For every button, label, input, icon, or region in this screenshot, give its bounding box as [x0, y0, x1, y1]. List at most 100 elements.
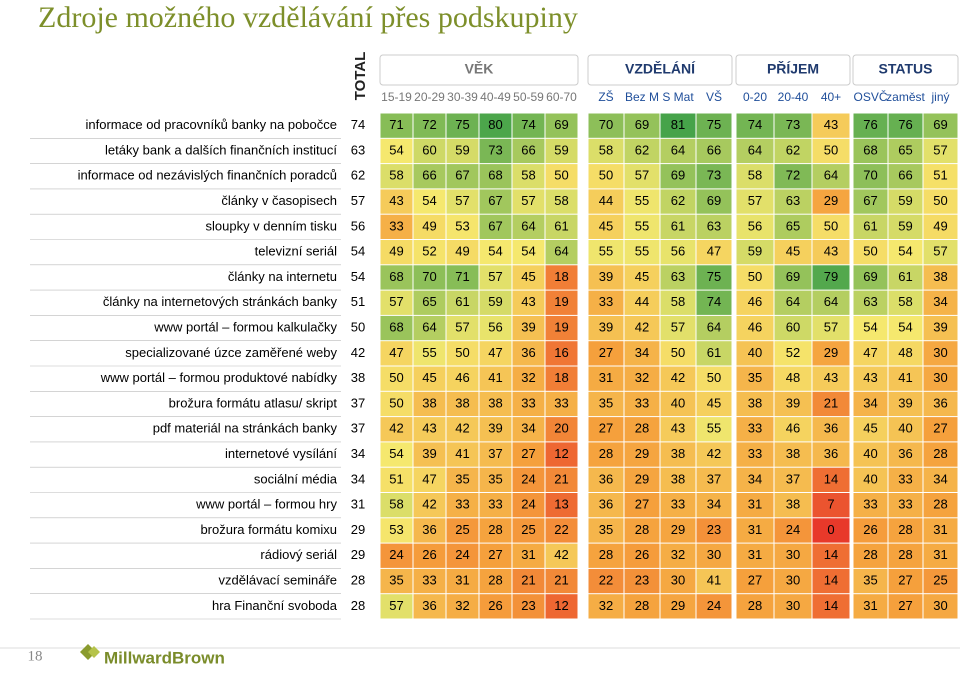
cell-value: 53: [455, 218, 469, 233]
cell-value: 43: [824, 244, 838, 259]
cell: [853, 290, 888, 315]
cell: [812, 594, 850, 619]
cell-value: 54: [898, 244, 912, 259]
cell-value: 56: [351, 218, 365, 233]
cell-value: 57: [933, 244, 947, 259]
cell-value: 38: [671, 471, 685, 486]
cell: [380, 493, 413, 518]
cell: [624, 240, 660, 265]
cell-value: 38: [488, 395, 502, 410]
cell: [696, 594, 732, 619]
cell: [446, 594, 479, 619]
cell: [380, 442, 413, 467]
cell: [923, 164, 958, 189]
cell-value: 47: [389, 345, 403, 360]
cell: [545, 341, 578, 366]
cell: [888, 265, 923, 290]
cell: [380, 366, 413, 391]
cell-value: 28: [599, 446, 613, 461]
cell: [479, 417, 512, 442]
cell: [660, 214, 696, 239]
cell: [341, 366, 375, 391]
cell: [888, 543, 923, 568]
cell-value: 66: [898, 168, 912, 183]
cell-value: 36: [824, 446, 838, 461]
cell-value: 72: [786, 168, 800, 183]
cell-value: 55: [635, 218, 649, 233]
cell-value: 80: [488, 117, 502, 132]
cell-value: 39: [599, 269, 613, 284]
cell-value: 32: [521, 370, 535, 385]
total-header: TOTAL: [352, 52, 369, 101]
cell-value: 63: [786, 193, 800, 208]
cell-value: 40: [863, 446, 877, 461]
cell-value: 33: [671, 497, 685, 512]
cell: [812, 518, 850, 543]
cell: [853, 594, 888, 619]
cell: [446, 417, 479, 442]
cell-value: 33: [898, 497, 912, 512]
cell-value: 54: [389, 446, 403, 461]
cell: [588, 189, 624, 214]
row-label: články v časopisech: [221, 193, 337, 208]
cell-value: 40: [671, 395, 685, 410]
cell-value: 54: [898, 319, 912, 334]
cell-value: 58: [389, 497, 403, 512]
cell: [812, 442, 850, 467]
cell: [341, 417, 375, 442]
cell: [696, 518, 732, 543]
cell: [696, 543, 732, 568]
cell-value: 57: [824, 319, 838, 334]
cell-value: 19: [554, 294, 568, 309]
cell-value: 28: [351, 598, 365, 613]
cell: [812, 417, 850, 442]
column-header: jiný: [930, 90, 949, 104]
column-header: VŠ: [706, 89, 722, 104]
cell: [512, 568, 545, 594]
cell: [479, 518, 512, 543]
column-header: 15-19: [381, 90, 412, 104]
cell-value: 59: [748, 244, 762, 259]
cell-value: 57: [389, 294, 403, 309]
cell-value: 32: [599, 598, 613, 613]
cell: [413, 467, 446, 492]
cell-value: 33: [635, 395, 649, 410]
cell: [341, 189, 375, 214]
cell: [812, 341, 850, 366]
row-label: www portál – formou produktové nabídky: [100, 370, 338, 385]
cell: [479, 493, 512, 518]
cell: [696, 568, 732, 594]
cell: [512, 265, 545, 290]
cell-value: 21: [824, 395, 838, 410]
cell: [588, 543, 624, 568]
cell-value: 57: [748, 193, 762, 208]
cell: [774, 391, 812, 417]
cell: [774, 113, 812, 138]
cell-value: 21: [554, 471, 568, 486]
cell-value: 56: [748, 218, 762, 233]
cell-value: 36: [933, 395, 947, 410]
cell-value: 50: [933, 193, 947, 208]
cell: [888, 442, 923, 467]
cell-value: 33: [488, 497, 502, 512]
cell-value: 49: [389, 244, 403, 259]
cell-value: 28: [933, 446, 947, 461]
cell-value: 35: [748, 370, 762, 385]
cell: [853, 138, 888, 164]
cell-value: 41: [707, 572, 721, 587]
cell: [888, 568, 923, 594]
cell-value: 23: [521, 598, 535, 613]
cell-value: 38: [422, 395, 436, 410]
cell: [341, 543, 375, 568]
cell-value: 45: [599, 218, 613, 233]
cell: [512, 442, 545, 467]
cell-value: 58: [389, 168, 403, 183]
cell: [624, 290, 660, 315]
cell: [545, 493, 578, 518]
cell-value: 37: [786, 471, 800, 486]
column-header: 40+: [821, 90, 841, 104]
cell: [512, 518, 545, 543]
cell-value: 64: [554, 244, 568, 259]
cell-value: 58: [521, 168, 535, 183]
